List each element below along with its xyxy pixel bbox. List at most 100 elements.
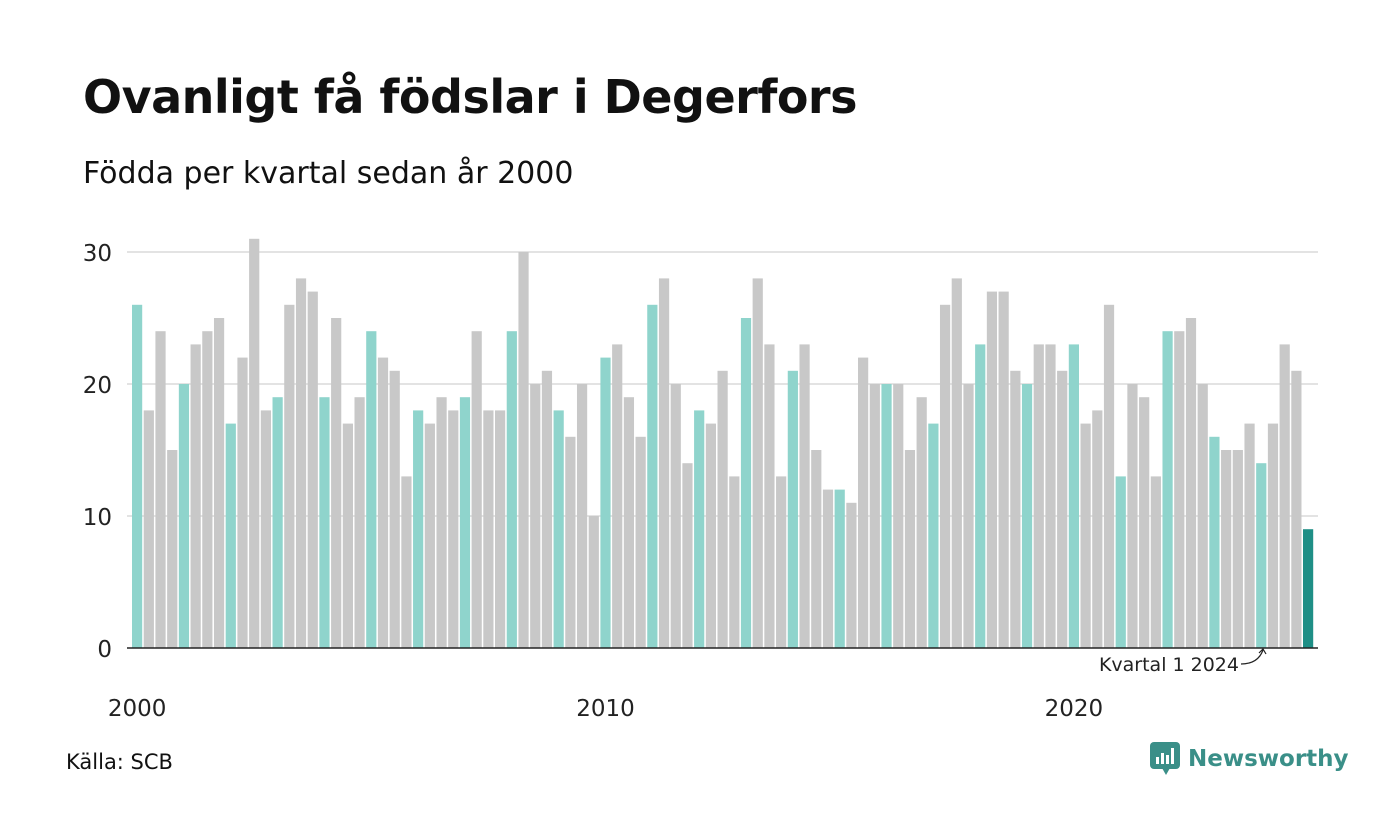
- bar: [553, 410, 564, 648]
- bar: [143, 410, 154, 648]
- x-tick-label: 2020: [1045, 696, 1104, 722]
- bar: [658, 278, 670, 648]
- bar: [413, 410, 424, 648]
- bar: [1291, 370, 1302, 648]
- bar: [1150, 476, 1161, 648]
- bar: [600, 357, 611, 648]
- chart-subtitle: Födda per kvartal sedan år 2000: [83, 156, 574, 191]
- bar: [1127, 384, 1138, 648]
- bar: [389, 370, 400, 648]
- bar: [717, 370, 728, 648]
- bar: [213, 318, 225, 648]
- bar: [167, 450, 178, 648]
- bar: [202, 331, 213, 648]
- bar: [1021, 384, 1033, 648]
- bar: [424, 423, 435, 648]
- bar: [916, 397, 927, 648]
- bar: [612, 344, 623, 648]
- bar: [1209, 436, 1220, 648]
- bar-chart: 0 10 20 30 2000 2010 2020 Kvartal 1 2024: [83, 238, 1318, 722]
- bar: [530, 384, 541, 648]
- y-tick-label: 20: [83, 373, 112, 399]
- bar: [237, 357, 248, 648]
- bar: [752, 278, 763, 648]
- bar: [904, 450, 916, 648]
- bar: [1244, 423, 1255, 648]
- bar: [635, 436, 646, 648]
- bar: [1256, 463, 1267, 648]
- bar: [1221, 450, 1232, 648]
- bar: [190, 344, 201, 648]
- bar: [576, 384, 588, 648]
- x-tick-label: 2000: [108, 696, 167, 722]
- bar: [893, 384, 904, 648]
- bar: [366, 331, 377, 648]
- bar: [647, 304, 658, 648]
- bar: [471, 331, 482, 648]
- chart-title: Ovanligt få födslar i Degerfors: [83, 70, 858, 124]
- bar: [565, 436, 576, 648]
- bar: [1010, 370, 1021, 648]
- bar: [951, 278, 962, 648]
- bar: [436, 397, 447, 648]
- brand-logo: Newsworthy: [1150, 742, 1349, 776]
- y-tick-label: 30: [83, 241, 112, 267]
- bar: [869, 384, 880, 648]
- bar: [260, 410, 272, 648]
- bar: [284, 304, 295, 648]
- bar: [506, 331, 517, 648]
- annotation-arrow: [1240, 649, 1264, 665]
- y-tick-label: 10: [83, 505, 112, 531]
- bar: [1162, 331, 1173, 648]
- y-tick-label: 0: [97, 637, 112, 663]
- bar: [975, 344, 986, 648]
- brand-name: Newsworthy: [1188, 746, 1349, 772]
- bar: [295, 278, 307, 648]
- bar: [764, 344, 775, 648]
- bar: [377, 357, 389, 648]
- bar: [1197, 384, 1208, 648]
- bar: [459, 397, 471, 648]
- bar: [998, 291, 1009, 648]
- bar: [670, 384, 681, 648]
- bar: [682, 463, 693, 648]
- x-tick-label: 2010: [576, 696, 635, 722]
- bar: [705, 423, 716, 648]
- bar: [1068, 344, 1079, 648]
- bar: [483, 410, 494, 648]
- bar: [834, 489, 845, 648]
- annotation-arrowhead: [1258, 648, 1267, 655]
- bar: [155, 331, 166, 648]
- bar: [1080, 423, 1091, 648]
- bar: [858, 357, 869, 648]
- bar: [986, 291, 998, 648]
- bar: [740, 318, 752, 648]
- annotation-label: Kvartal 1 2024: [1099, 654, 1239, 676]
- bar: [307, 291, 318, 648]
- bar: [939, 304, 951, 648]
- bar: [776, 476, 787, 648]
- bar: [495, 410, 506, 648]
- bar: [787, 370, 798, 648]
- bar: [354, 397, 365, 648]
- bar: [225, 423, 236, 648]
- bar: [272, 397, 283, 648]
- bar: [178, 384, 190, 648]
- bar: [1092, 410, 1103, 648]
- bar: [518, 252, 529, 648]
- bar: [822, 489, 834, 648]
- bar: [1279, 344, 1290, 648]
- bar: [1174, 331, 1185, 648]
- bar: [1045, 344, 1056, 648]
- bar: [588, 516, 599, 648]
- newsworthy-icon: [1150, 742, 1180, 775]
- bar: [799, 344, 810, 648]
- bar: [811, 450, 822, 648]
- bar: [1303, 529, 1314, 648]
- bar: [1115, 476, 1126, 648]
- bar: [132, 304, 143, 648]
- bar: [1033, 344, 1044, 648]
- bar: [881, 384, 892, 648]
- bar: [1139, 397, 1150, 648]
- bar: [1232, 450, 1243, 648]
